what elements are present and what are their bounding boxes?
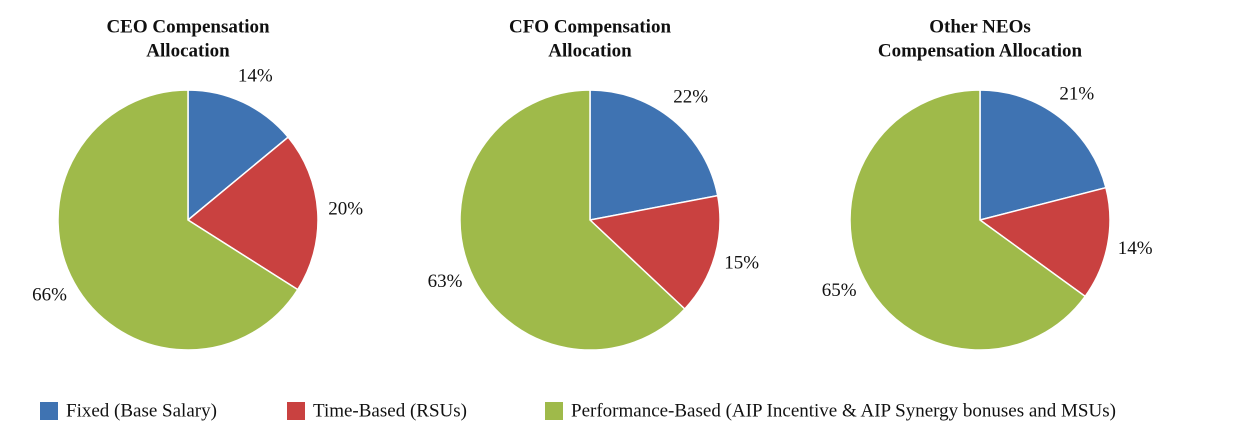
pie-slice [187, 89, 290, 222]
pie-slice [979, 89, 1107, 221]
data-label: 15% [724, 252, 759, 273]
legend-swatch [40, 402, 58, 420]
pie-slice [588, 194, 721, 311]
data-label: 22% [673, 87, 708, 108]
legend-label: Time-Based (RSUs) [313, 400, 467, 421]
pie-slice [57, 89, 299, 351]
data-label: 63% [428, 271, 463, 292]
chart-title: Compensation Allocation [878, 40, 1083, 61]
data-label: 66% [32, 284, 67, 305]
chart-title: Allocation [146, 40, 230, 61]
pie-slice [459, 89, 686, 351]
legend-label: Performance-Based (AIP Incentive & AIP S… [571, 400, 1116, 421]
chart-title: CEO Compensation [106, 16, 270, 37]
legend-swatch [545, 402, 563, 420]
legend-label: Fixed (Base Salary) [66, 400, 217, 421]
legend-swatch [287, 402, 305, 420]
pie-slice [186, 136, 319, 291]
pie-slice [978, 186, 1111, 298]
chart-title: CFO Compensation [509, 16, 671, 37]
data-label: 14% [238, 65, 273, 86]
chart-title: Allocation [548, 40, 632, 61]
pie-slice [849, 89, 1087, 351]
data-label: 65% [822, 280, 857, 301]
data-label: 21% [1059, 84, 1094, 105]
data-label: 20% [328, 198, 363, 219]
data-label: 14% [1118, 238, 1153, 259]
chart-title: Other NEOs [929, 16, 1031, 37]
pie-slice [589, 89, 719, 221]
